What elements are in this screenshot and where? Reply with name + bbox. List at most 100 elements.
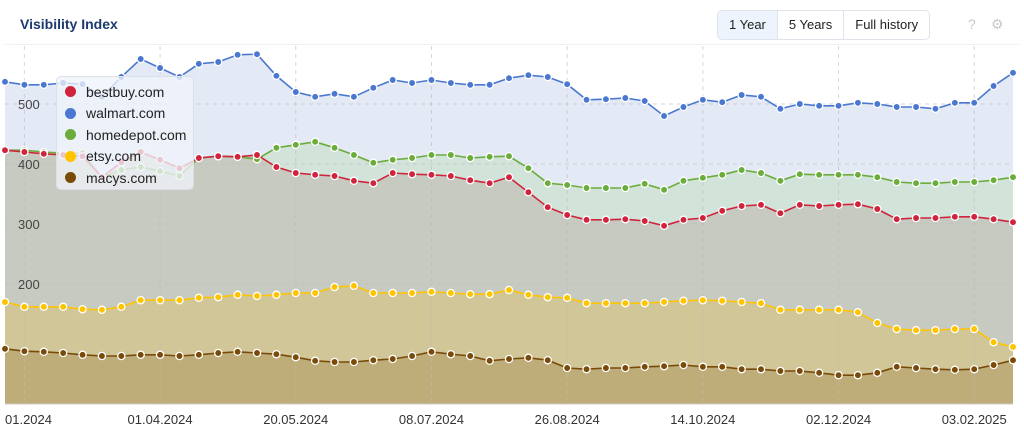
point-etsy [155,295,165,305]
point-macys [407,351,417,361]
point-macys [369,355,378,365]
help-icon[interactable]: ? [968,16,976,32]
point-macys [175,351,184,361]
point-bestbuy [213,151,223,161]
point-bestbuy [911,213,921,223]
point-macys [39,347,49,357]
legend-item-macys[interactable]: macys.com [65,167,193,189]
point-homedepot [737,165,746,175]
point-bestbuy [39,149,49,159]
range-selector: 1 Year 5 Years Full history [717,10,931,40]
point-etsy [756,298,766,308]
point-etsy [310,288,320,298]
point-bestbuy [969,212,979,222]
point-homedepot [524,163,533,173]
point-bestbuy [873,204,882,214]
point-macys [233,347,242,357]
point-macys [330,357,339,367]
point-macys [388,354,397,364]
point-homedepot [756,168,766,178]
point-etsy [834,305,843,315]
point-bestbuy [989,214,998,224]
point-homedepot [873,172,882,182]
point-macys [989,360,998,370]
point-etsy [717,296,727,306]
point-macys [911,363,921,373]
point-walmart [233,50,242,60]
point-macys [310,356,320,366]
x-tick-label: 02.12.2024 [806,412,871,427]
point-macys [446,349,456,359]
point-walmart [543,72,553,82]
point-etsy [20,302,29,312]
range-5-years-button[interactable]: 5 Years [776,11,844,39]
point-etsy [640,298,649,308]
point-bestbuy [814,201,824,211]
point-walmart [873,99,882,109]
point-homedepot [562,180,572,190]
point-macys [873,368,882,378]
point-bestbuy [504,172,514,182]
point-homedepot [989,175,998,185]
point-bestbuy [272,162,281,172]
point-walmart [524,70,533,80]
point-homedepot [698,173,708,183]
point-macys [969,364,979,374]
point-etsy [233,290,242,300]
point-etsy [465,289,475,299]
point-homedepot [679,176,688,186]
point-walmart [194,59,204,69]
point-macys [252,348,262,358]
point-walmart [814,101,824,111]
point-homedepot [795,169,805,179]
x-tick-label: 20.05.2024 [263,412,328,427]
point-walmart [330,89,339,99]
legend-dot-icon [65,86,76,98]
point-homedepot [601,183,611,193]
point-walmart [504,73,514,83]
point-walmart [20,80,29,90]
point-macys [213,348,223,358]
point-bestbuy [252,150,262,160]
point-bestbuy [795,200,805,210]
settings-gear-icon[interactable]: ⚙ [991,16,1004,32]
point-homedepot [814,170,824,180]
point-etsy [892,324,901,334]
point-bestbuy [388,168,397,178]
point-etsy [97,305,107,315]
legend-label: walmart.com [86,105,166,122]
point-walmart [272,71,281,81]
point-homedepot [465,153,475,163]
point-walmart [776,104,785,114]
point-etsy [39,302,49,312]
legend-item-etsy[interactable]: etsy.com [65,146,193,168]
point-etsy [407,288,417,298]
point-macys [562,363,572,373]
point-etsy [58,302,68,312]
point-etsy [679,296,688,306]
point-bestbuy [776,208,785,218]
legend-item-homedepot[interactable]: homedepot.com [65,124,193,146]
point-walmart [834,101,843,111]
point-homedepot [272,143,281,153]
point-etsy [272,290,281,300]
point-bestbuy [524,187,533,197]
legend-label: etsy.com [86,148,141,165]
point-homedepot [582,183,591,193]
point-homedepot [291,140,301,150]
point-bestbuy [582,215,591,225]
legend-item-bestbuy[interactable]: bestbuy.com [65,81,193,103]
legend-item-walmart[interactable]: walmart.com [65,103,193,125]
point-macys [194,350,204,360]
range-full-history-button[interactable]: Full history [843,11,930,39]
point-walmart [465,80,475,90]
point-etsy [213,292,223,302]
point-macys [465,351,475,361]
point-walmart [446,78,456,88]
point-walmart [0,77,10,87]
range-1-year-button[interactable]: 1 Year [718,11,777,39]
point-homedepot [776,176,785,186]
point-homedepot [504,151,514,161]
point-bestbuy [834,200,843,210]
point-homedepot [911,178,921,188]
